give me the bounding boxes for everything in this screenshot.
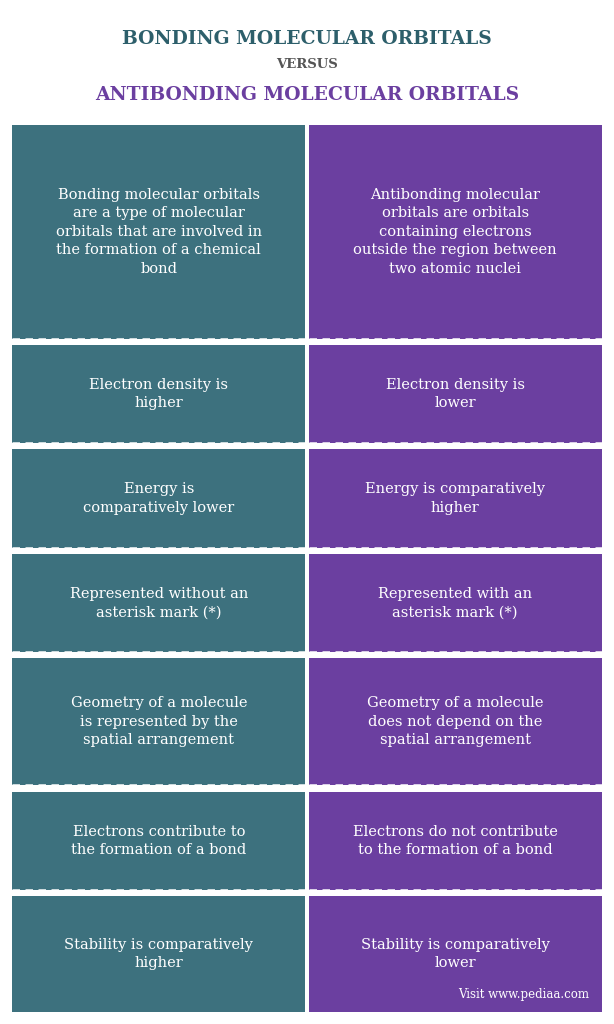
- FancyBboxPatch shape: [308, 792, 602, 890]
- Text: Energy is comparatively
higher: Energy is comparatively higher: [365, 482, 545, 515]
- Text: Geometry of a molecule
does not depend on the
spatial arrangement: Geometry of a molecule does not depend o…: [367, 696, 543, 748]
- Text: VERSUS: VERSUS: [276, 58, 338, 71]
- Text: BONDING MOLECULAR ORBITALS: BONDING MOLECULAR ORBITALS: [122, 30, 492, 48]
- Text: Represented with an
asterisk mark (*): Represented with an asterisk mark (*): [378, 587, 532, 620]
- FancyBboxPatch shape: [12, 125, 306, 339]
- FancyBboxPatch shape: [12, 658, 306, 785]
- FancyBboxPatch shape: [12, 896, 306, 1012]
- Text: ANTIBONDING MOLECULAR ORBITALS: ANTIBONDING MOLECULAR ORBITALS: [95, 86, 519, 104]
- FancyBboxPatch shape: [12, 450, 306, 548]
- FancyBboxPatch shape: [308, 450, 602, 548]
- Text: Visit www.pediaa.com: Visit www.pediaa.com: [459, 988, 589, 1001]
- FancyBboxPatch shape: [308, 896, 602, 1012]
- FancyBboxPatch shape: [308, 658, 602, 785]
- FancyBboxPatch shape: [308, 554, 602, 652]
- Text: Electrons do not contribute
to the formation of a bond: Electrons do not contribute to the forma…: [352, 824, 558, 857]
- Text: Stability is comparatively
higher: Stability is comparatively higher: [64, 938, 254, 970]
- FancyBboxPatch shape: [12, 345, 306, 443]
- Text: Electron density is
higher: Electron density is higher: [90, 378, 228, 411]
- Text: Antibonding molecular
orbitals are orbitals
containing electrons
outside the reg: Antibonding molecular orbitals are orbit…: [353, 188, 557, 275]
- Text: Stability is comparatively
lower: Stability is comparatively lower: [360, 938, 550, 970]
- Text: Geometry of a molecule
is represented by the
spatial arrangement: Geometry of a molecule is represented by…: [71, 696, 247, 748]
- FancyBboxPatch shape: [308, 345, 602, 443]
- FancyBboxPatch shape: [12, 792, 306, 890]
- Text: Electrons contribute to
the formation of a bond: Electrons contribute to the formation of…: [71, 824, 246, 857]
- Text: Represented without an
asterisk mark (*): Represented without an asterisk mark (*): [69, 587, 248, 620]
- FancyBboxPatch shape: [12, 554, 306, 652]
- FancyBboxPatch shape: [308, 125, 602, 339]
- Text: Bonding molecular orbitals
are a type of molecular
orbitals that are involved in: Bonding molecular orbitals are a type of…: [56, 188, 262, 275]
- Text: Electron density is
lower: Electron density is lower: [386, 378, 524, 411]
- Text: Energy is
comparatively lower: Energy is comparatively lower: [84, 482, 235, 515]
